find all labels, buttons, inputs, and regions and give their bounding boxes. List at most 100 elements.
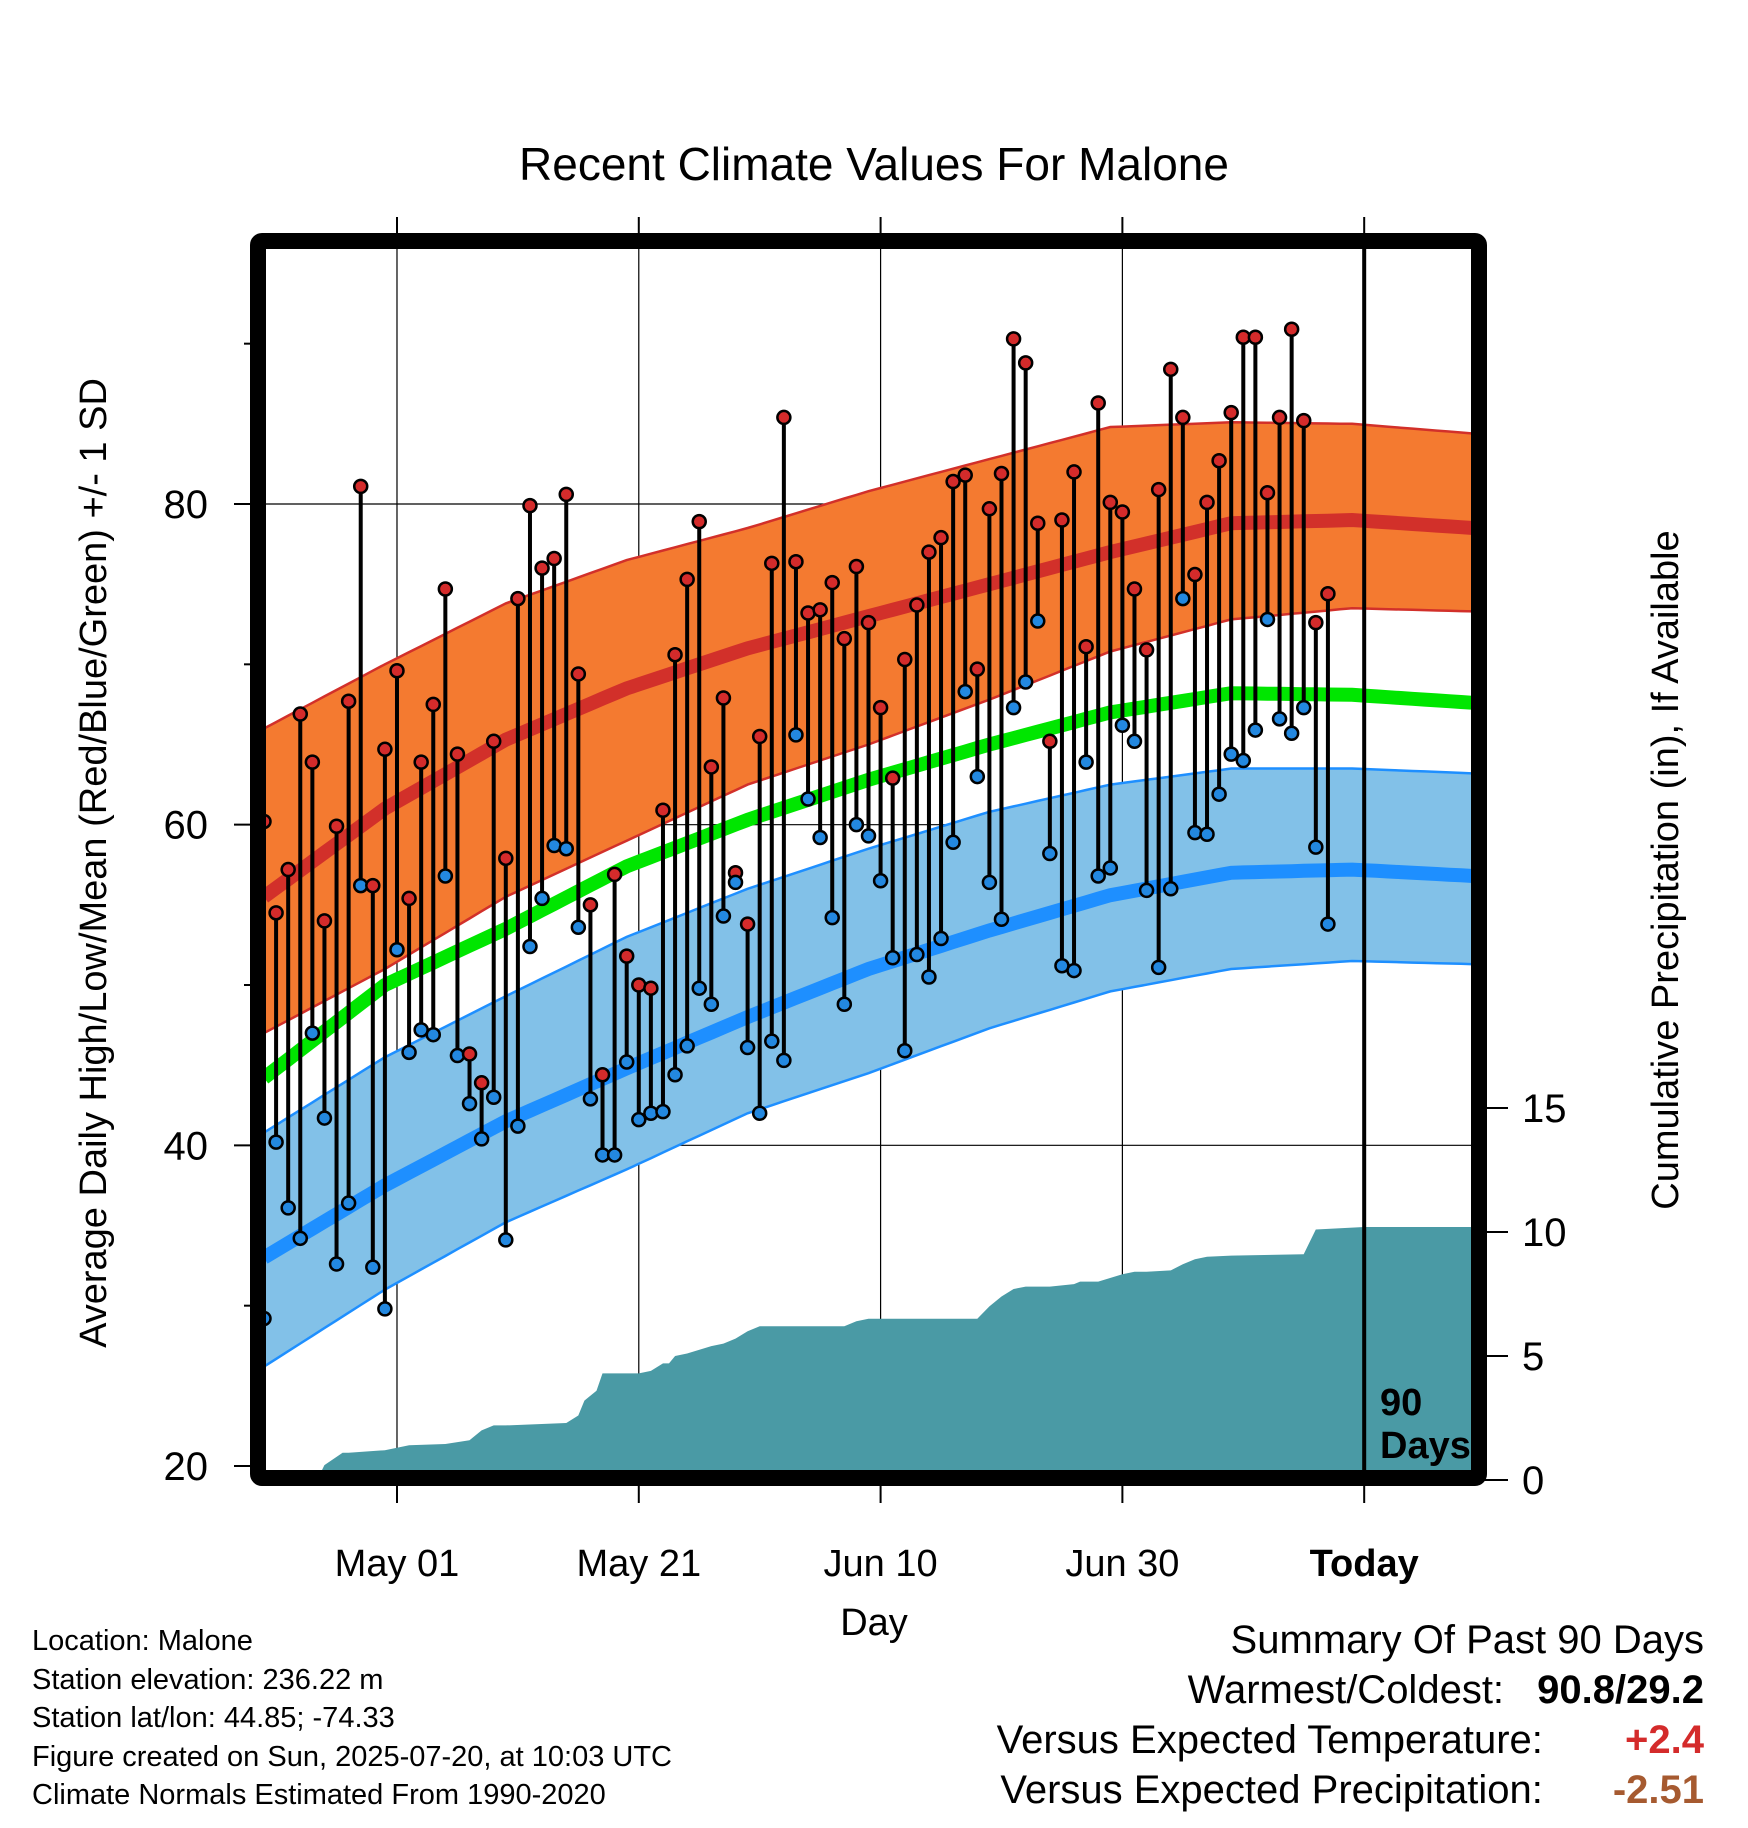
daily-low-point — [316, 1110, 333, 1126]
daily-high-point — [425, 696, 442, 713]
daily-low-point — [884, 949, 901, 966]
daily-high-point — [1259, 485, 1276, 501]
chart-title: Recent Climate Values For Malone — [519, 138, 1229, 190]
daily-low-point — [872, 873, 889, 889]
daily-low-point — [1150, 959, 1167, 976]
daily-high-point — [643, 980, 659, 996]
daily-high-point — [824, 574, 840, 591]
daily-low-point — [485, 1089, 502, 1105]
daily-high-point — [1187, 566, 1203, 583]
summary-warm-cold-row: Warmest/Coldest: 90.8/29.2 — [997, 1665, 1704, 1715]
summary-precip-row: Versus Expected Precipitation: -2.51 — [997, 1765, 1704, 1815]
x-tick-label: May 01 — [335, 1543, 460, 1585]
daily-low-point — [667, 1067, 683, 1083]
daily-low-point — [957, 683, 973, 700]
x-axis-label: Day — [840, 1602, 908, 1644]
daily-high-point — [510, 590, 526, 607]
daily-low-point — [860, 828, 877, 844]
daily-high-point — [764, 555, 780, 572]
daily-high-point — [1054, 512, 1070, 528]
daily-low-point — [606, 1147, 623, 1163]
daily-high-point — [957, 467, 973, 483]
y-right-tick-label: 5 — [1522, 1335, 1544, 1379]
daily-low-point — [1259, 611, 1276, 628]
daily-high-point — [1102, 494, 1119, 511]
station-elevation: Station elevation: 236.22 m — [32, 1663, 384, 1696]
daily-low-point — [1138, 882, 1155, 899]
daily-high-point — [1126, 581, 1143, 597]
daily-high-point — [292, 706, 309, 722]
y-right-tick-label: 0 — [1522, 1459, 1544, 1503]
daily-low-point — [776, 1052, 792, 1069]
daily-high-point — [1163, 361, 1179, 378]
daily-high-point — [485, 733, 502, 750]
daily-low-point — [1223, 746, 1239, 762]
daily-low-point — [836, 996, 853, 1012]
figure-created: Figure created on Sun, 2025-07-20, at 10… — [32, 1740, 672, 1773]
y-axis-label-left: Average Daily High/Low/Mean (Red/Blue/Gr… — [73, 378, 115, 1348]
daily-low-point — [691, 980, 707, 996]
daily-high-point — [921, 544, 937, 560]
daily-high-point — [860, 614, 877, 631]
daily-high-point — [1308, 614, 1324, 631]
daily-low-point — [389, 941, 405, 958]
daily-low-point — [1211, 786, 1227, 802]
summary-temp-row: Versus Expected Temperature: +2.4 — [997, 1715, 1704, 1765]
daily-high-point — [1175, 409, 1191, 426]
daily-high-point — [437, 581, 454, 597]
daily-low-point — [739, 1039, 756, 1056]
daily-high-point — [522, 497, 538, 514]
daily-high-point — [1114, 504, 1131, 520]
daily-low-point — [655, 1103, 671, 1120]
daily-high-point — [1090, 395, 1106, 411]
daily-low-point — [570, 919, 587, 936]
daily-low-point — [510, 1118, 526, 1134]
daily-high-point — [715, 690, 732, 706]
daily-low-point — [945, 834, 961, 851]
daily-low-point — [1247, 722, 1264, 738]
daily-low-point — [558, 840, 574, 857]
x-tick-label: Jun 10 — [824, 1543, 938, 1585]
daily-high-point — [570, 666, 587, 682]
y-axis-label-right: Cumulative Precipitation (in), If Availa… — [1645, 530, 1687, 1209]
daily-low-point — [1005, 699, 1022, 716]
station-latlon: Station lat/lon: 44.85; -74.33 — [32, 1702, 395, 1734]
daily-high-point — [1138, 642, 1155, 658]
daily-high-point — [461, 1046, 478, 1062]
daily-low-point — [340, 1195, 357, 1211]
daily-high-point — [1283, 321, 1300, 337]
cumulative-precip-area — [264, 1227, 1473, 1480]
daily-low-point — [993, 911, 1010, 928]
daily-low-point — [292, 1230, 309, 1247]
daily-high-point — [897, 651, 913, 668]
daily-high-point — [739, 916, 756, 932]
today-days-label-2: Days — [1380, 1425, 1471, 1467]
daily-low-point — [1030, 613, 1046, 629]
daily-high-point — [691, 513, 707, 530]
daily-high-point — [1066, 464, 1082, 480]
daily-low-point — [848, 816, 865, 833]
daily-low-point — [933, 930, 949, 947]
daily-high-point — [1017, 355, 1034, 371]
y-tick-label: 20 — [164, 1445, 209, 1489]
daily-low-point — [522, 938, 538, 955]
daily-high-point — [413, 754, 429, 770]
precip-vs-expected-label: Versus Expected Precipitation: — [1000, 1768, 1543, 1812]
daily-low-point — [1283, 725, 1300, 742]
daily-low-point — [1090, 868, 1106, 884]
daily-high-point — [618, 948, 635, 964]
daily-high-point — [304, 754, 321, 770]
daily-high-point — [594, 1067, 611, 1083]
daily-low-point — [1114, 717, 1131, 734]
daily-low-point — [1175, 590, 1191, 607]
daily-low-point — [921, 969, 937, 985]
daily-low-point — [1017, 674, 1034, 690]
daily-high-point — [812, 602, 828, 618]
daily-high-point — [981, 501, 998, 517]
y-tick-label: 60 — [164, 804, 209, 848]
daily-low-point — [437, 868, 454, 884]
daily-high-point — [1271, 409, 1288, 426]
daily-high-point — [1078, 638, 1094, 655]
daily-low-point — [461, 1095, 478, 1112]
